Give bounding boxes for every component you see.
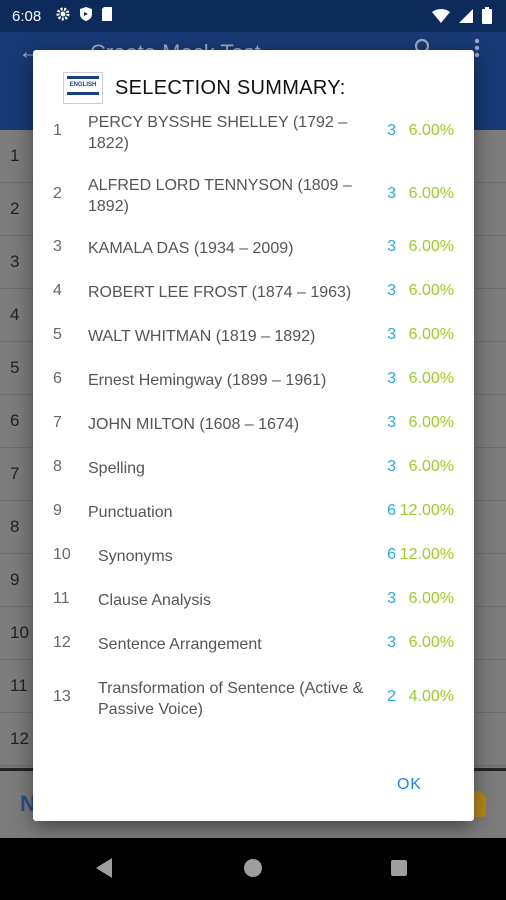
background-row-number: 2 <box>10 199 20 218</box>
background-row-number: 6 <box>10 411 20 430</box>
row-question-count: 3 <box>387 238 396 255</box>
row-number: 1 <box>53 122 62 139</box>
row-number: 3 <box>53 238 62 255</box>
row-number: 5 <box>53 326 62 343</box>
row-question-count: 3 <box>387 370 396 387</box>
row-percentage: 6.00% <box>408 282 454 299</box>
shield-icon <box>79 6 93 27</box>
row-question-count: 3 <box>387 326 396 343</box>
row-topic-name: Ernest Hemingway (1899 – 1961) <box>88 372 327 389</box>
ok-button[interactable]: OK <box>397 776 422 793</box>
background-row-number: 9 <box>10 570 20 589</box>
background-row-number: 7 <box>10 464 20 483</box>
row-question-count: 3 <box>387 282 396 299</box>
row-percentage: 4.00% <box>408 688 454 705</box>
row-percentage: 12.00% <box>399 502 454 519</box>
row-topic-name: Clause Analysis <box>98 592 211 609</box>
sd-card-icon <box>101 6 113 27</box>
background-row-number: 10 <box>10 623 29 642</box>
row-percentage: 6.00% <box>408 590 454 607</box>
row-number: 9 <box>53 502 62 519</box>
background-row-number: 4 <box>10 305 20 324</box>
row-question-count: 3 <box>387 414 396 431</box>
row-topic-name: PERCY BYSSHE SHELLEY (1792 – 1822) <box>88 114 348 152</box>
row-topic-name: Sentence Arrangement <box>98 636 262 653</box>
background-row-number: 1 <box>10 146 20 165</box>
row-number: 4 <box>53 282 62 299</box>
row-question-count: 3 <box>387 590 396 607</box>
row-question-count: 3 <box>387 634 396 651</box>
navigation-bar <box>0 838 506 900</box>
background-row-number: 12 <box>10 729 29 748</box>
nav-home-icon[interactable] <box>244 859 262 877</box>
row-question-count: 3 <box>387 122 396 139</box>
row-number: 12 <box>53 634 71 651</box>
row-topic-name: JOHN MILTON (1608 – 1674) <box>88 416 300 433</box>
row-percentage: 6.00% <box>408 326 454 343</box>
row-topic-name: WALT WHITMAN (1819 – 1892) <box>88 328 316 345</box>
row-percentage: 6.00% <box>408 414 454 431</box>
row-percentage: 6.00% <box>408 185 454 202</box>
status-time: 6:08 <box>12 7 42 25</box>
row-question-count: 6 <box>387 546 396 563</box>
row-number: 2 <box>53 185 62 202</box>
background-row-number: 8 <box>10 517 20 536</box>
row-percentage: 6.00% <box>408 458 454 475</box>
background-row-number: 5 <box>10 358 20 377</box>
row-topic-name: Synonyms <box>98 548 173 565</box>
dialog-title: SELECTION SUMMARY: <box>115 76 346 99</box>
status-bar: 6:08 <box>0 0 506 32</box>
row-topic-name: Transformation of Sentence (Active & Pas… <box>98 680 364 718</box>
row-number: 8 <box>53 458 62 475</box>
row-percentage: 6.00% <box>408 122 454 139</box>
row-question-count: 6 <box>387 502 396 519</box>
nav-back-icon[interactable] <box>96 858 112 878</box>
row-question-count: 3 <box>387 185 396 202</box>
row-question-count: 3 <box>387 458 396 475</box>
english-logo: ENGLISH <box>63 72 103 104</box>
wifi-icon <box>432 8 450 29</box>
background-row-number: 11 <box>10 676 28 695</box>
row-topic-name: ALFRED LORD TENNYSON (1809 – 1892) <box>88 177 352 215</box>
row-number: 7 <box>53 414 62 431</box>
selection-summary-dialog: ENGLISH SELECTION SUMMARY: 1 PERCY BYSSHE… <box>33 50 474 821</box>
signal-icon <box>458 8 474 29</box>
nav-recents-icon[interactable] <box>391 860 407 876</box>
row-topic-name: KAMALA DAS (1934 – 2009) <box>88 240 294 257</box>
row-percentage: 6.00% <box>408 370 454 387</box>
dialog-header: ENGLISH SELECTION SUMMARY: <box>63 72 346 104</box>
row-number: 11 <box>53 590 70 607</box>
row-number: 13 <box>53 688 71 705</box>
row-percentage: 6.00% <box>408 634 454 651</box>
gear-icon <box>55 6 71 27</box>
row-topic-name: Spelling <box>88 460 145 477</box>
background-bottom-label: N <box>20 791 36 816</box>
row-number: 6 <box>53 370 62 387</box>
row-percentage: 6.00% <box>408 238 454 255</box>
row-percentage: 12.00% <box>399 546 454 563</box>
row-topic-name: Punctuation <box>88 504 173 521</box>
row-number: 10 <box>53 546 71 563</box>
background-row-number: 3 <box>10 252 20 271</box>
more-vert-icon[interactable] <box>474 38 480 64</box>
battery-icon <box>482 7 492 29</box>
row-question-count: 2 <box>387 688 396 705</box>
row-topic-name: ROBERT LEE FROST (1874 – 1963) <box>88 284 352 301</box>
